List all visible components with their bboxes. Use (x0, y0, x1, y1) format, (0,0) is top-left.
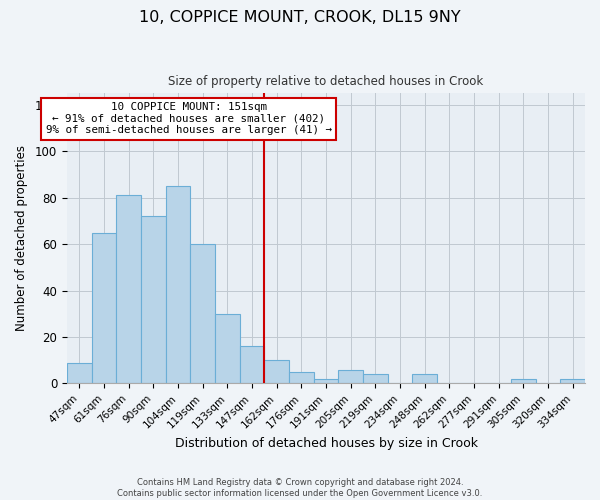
Bar (560, 379, 585, 384)
Title: Size of property relative to detached houses in Crook: Size of property relative to detached ho… (169, 75, 484, 88)
Bar (166, 186, 190, 384)
Bar (265, 360, 289, 384)
Bar (289, 372, 314, 384)
Bar (215, 314, 239, 384)
Bar (92, 232, 116, 384)
Bar (511, 379, 536, 384)
Bar (141, 216, 166, 384)
Bar (363, 374, 388, 384)
Bar (412, 374, 437, 384)
Bar (239, 346, 265, 384)
Bar (338, 370, 363, 384)
Y-axis label: Number of detached properties: Number of detached properties (15, 146, 28, 332)
Text: 10, COPPICE MOUNT, CROOK, DL15 9NY: 10, COPPICE MOUNT, CROOK, DL15 9NY (139, 10, 461, 25)
X-axis label: Distribution of detached houses by size in Crook: Distribution of detached houses by size … (175, 437, 478, 450)
Bar (67, 362, 92, 384)
Bar (116, 196, 141, 384)
Text: Contains HM Land Registry data © Crown copyright and database right 2024.
Contai: Contains HM Land Registry data © Crown c… (118, 478, 482, 498)
Text: 10 COPPICE MOUNT: 151sqm
← 91% of detached houses are smaller (402)
9% of semi-d: 10 COPPICE MOUNT: 151sqm ← 91% of detach… (46, 102, 332, 135)
Bar (190, 244, 215, 384)
Bar (314, 379, 338, 384)
